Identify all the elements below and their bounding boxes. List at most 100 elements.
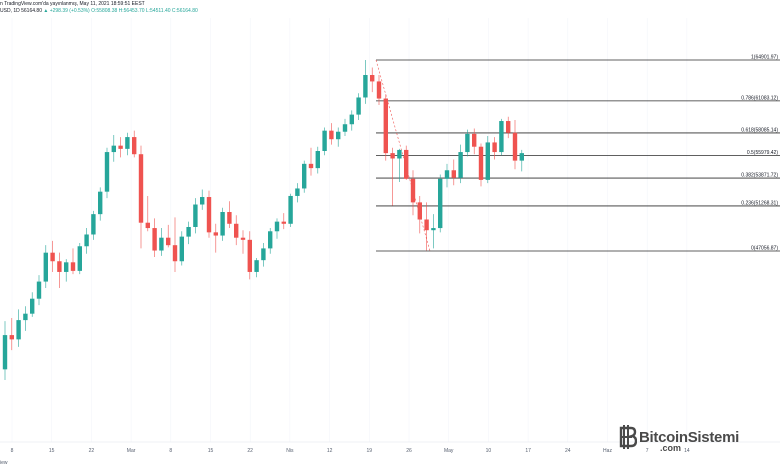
fibonacci-retracement: 1(64901.97) 0.786(61083.12) 0.618(58085.14…	[376, 55, 780, 252]
candle	[438, 174, 443, 233]
candle	[23, 306, 28, 331]
candle	[444, 163, 450, 188]
candle	[506, 116, 511, 139]
candle	[152, 218, 157, 257]
candle	[295, 183, 300, 203]
candle	[492, 137, 497, 160]
candle	[138, 145, 144, 249]
x-tick-label: 15	[208, 448, 214, 454]
x-tick-label: 7	[646, 448, 649, 454]
candle	[57, 252, 62, 288]
candle	[349, 110, 354, 131]
candle	[322, 127, 327, 156]
candle	[193, 198, 198, 234]
fib-level-label: 0.786(61083.12)	[741, 95, 778, 101]
x-tick-label: 26	[406, 448, 412, 454]
candle	[84, 228, 89, 254]
candle	[179, 231, 184, 266]
candle	[478, 143, 484, 187]
candle	[186, 221, 191, 245]
candle	[159, 228, 164, 256]
watermark-logo: BitcoinSistemi	[615, 424, 739, 450]
fib-level-label: 0.618(58085.14)	[741, 127, 778, 133]
x-axis: 8 15 22 Mar 8 15 22 Nis 12 19 26 May 10 17 24 Haz 7 14	[0, 441, 780, 454]
candle	[336, 127, 341, 147]
candle	[274, 218, 280, 239]
candle	[268, 228, 273, 254]
candle	[125, 132, 130, 156]
candle	[356, 93, 361, 120]
x-tick-label: 8	[169, 448, 172, 454]
candle	[64, 259, 69, 282]
candle	[383, 94, 388, 161]
candle	[308, 147, 314, 176]
candle	[213, 223, 218, 253]
candle	[98, 187, 103, 221]
candle	[431, 214, 436, 249]
watermark-brand: BitcoinSistemi	[639, 428, 739, 446]
candle	[363, 60, 368, 104]
fib-level-label: 0.382(53871.72)	[741, 173, 778, 179]
candle	[404, 145, 409, 180]
candle	[370, 67, 375, 93]
candle	[424, 202, 429, 251]
candle	[397, 148, 402, 183]
x-tick-label: 8	[11, 448, 14, 454]
candle	[458, 144, 463, 184]
x-tick-label: 19	[367, 448, 373, 454]
candle	[2, 321, 8, 381]
candle	[417, 195, 422, 234]
footer-text: iew	[0, 460, 8, 466]
candle	[227, 201, 232, 229]
candle	[220, 207, 225, 241]
candle	[36, 275, 42, 306]
candle	[30, 292, 35, 317]
candle	[465, 129, 470, 157]
candle	[302, 160, 307, 193]
candle	[206, 190, 212, 238]
candle	[118, 137, 123, 158]
price-change: ▲ +298.39 (+0.53%)	[43, 8, 90, 14]
candle	[16, 309, 21, 347]
candle	[240, 230, 246, 254]
candle	[254, 258, 259, 278]
candle	[342, 118, 348, 137]
candle	[132, 130, 137, 158]
candle	[77, 243, 82, 275]
bitcoin-coin-icon	[615, 424, 638, 450]
publish-info: n TradingView.com'da yayınlanmış, May 11…	[0, 1, 145, 7]
candle	[43, 245, 48, 288]
candle	[499, 118, 504, 156]
candle	[50, 240, 55, 272]
candle	[512, 119, 518, 170]
x-tick-label: 14	[684, 448, 690, 454]
candle	[472, 128, 477, 155]
x-tick-label: 15	[49, 448, 55, 454]
candle	[70, 248, 76, 275]
candle	[111, 134, 116, 162]
candle	[281, 213, 286, 230]
watermark-suffix: .com	[660, 443, 682, 453]
candle	[234, 215, 239, 246]
candle	[315, 146, 320, 174]
symbol-info: USD, 1D 56164.80 ▲ +298.39 (+0.53%) O:55…	[0, 8, 198, 14]
candle	[376, 75, 382, 105]
candle	[519, 149, 524, 172]
candle	[329, 123, 334, 145]
candle	[166, 224, 171, 248]
candle	[145, 195, 150, 232]
x-tick-label: 24	[565, 448, 571, 454]
x-tick-label: Mar	[127, 448, 136, 454]
candles	[2, 60, 524, 381]
candle	[261, 243, 266, 267]
candle	[200, 189, 205, 210]
fib-level-label: 0.236(51268.31)	[741, 200, 778, 206]
x-tick-label: 22	[89, 448, 95, 454]
x-tick-label: 12	[327, 448, 333, 454]
grid-lines	[11, 18, 688, 442]
candle	[451, 159, 456, 186]
candle	[91, 210, 96, 240]
x-tick-label: Haz	[603, 448, 612, 454]
candle	[9, 317, 14, 351]
